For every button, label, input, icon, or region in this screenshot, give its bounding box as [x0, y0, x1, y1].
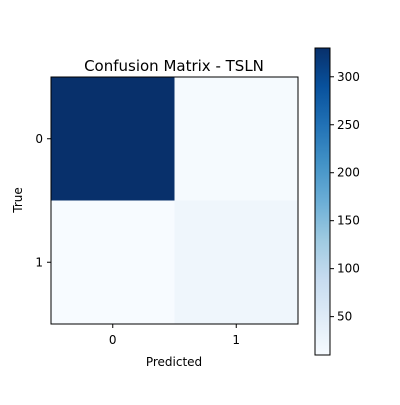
colorbar-tick-label: 100 — [337, 262, 360, 276]
y-axis-label: True — [11, 187, 25, 214]
colorbar-tick-label: 150 — [337, 214, 360, 228]
colorbar — [314, 47, 331, 356]
x-tick-label: 0 — [109, 333, 117, 347]
heatmap-cells — [51, 77, 298, 324]
colorbar-ticks: 50 100 150 200 250 300 — [330, 70, 360, 324]
plot-frame — [50, 76, 299, 325]
heatmap-cell — [174, 77, 298, 201]
heatmap-cell — [51, 200, 175, 324]
y-tick-label: 0 — [35, 132, 43, 146]
y-tick-label: 1 — [35, 255, 43, 269]
x-tick-label: 1 — [232, 333, 240, 347]
heatmap-cell — [51, 77, 175, 201]
y-axis-ticks: 01 — [35, 132, 51, 269]
chart-title: Confusion Matrix - TSLN — [84, 57, 264, 75]
colorbar-tick-label: 200 — [337, 166, 360, 180]
x-axis-label: Predicted — [146, 355, 202, 369]
colorbar-tick-label: 50 — [337, 310, 352, 324]
heatmap-cell — [174, 200, 298, 324]
colorbar-tick-label: 300 — [337, 70, 360, 84]
colorbar-tick-label: 250 — [337, 118, 360, 132]
